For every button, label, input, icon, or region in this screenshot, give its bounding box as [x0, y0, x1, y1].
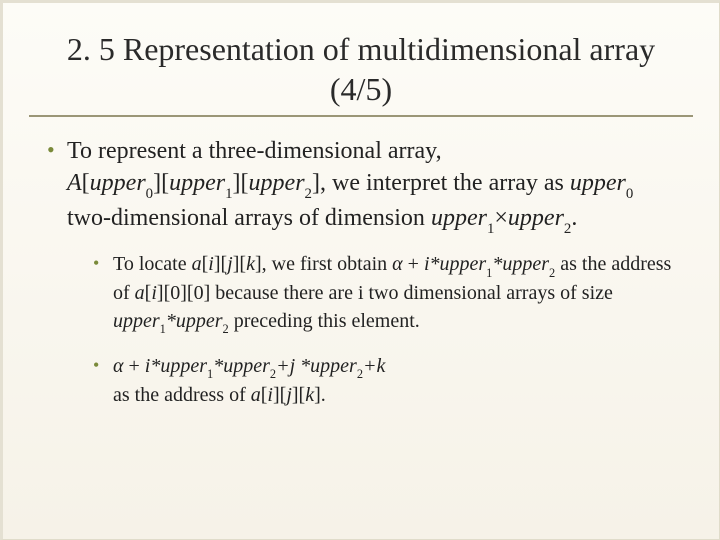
text: , we interpret the array as — [320, 170, 570, 196]
text: To locate — [113, 253, 192, 275]
text: To represent a three-dimensional array, — [67, 138, 442, 164]
star-sign: * — [213, 355, 223, 377]
plus-sign: + — [403, 253, 424, 275]
sub-2: 2 — [223, 322, 229, 336]
rbracket: ] — [180, 282, 187, 304]
sym-upper: upper — [113, 310, 160, 332]
text: , we first obtain — [262, 253, 393, 275]
text: because there are i two dimensional arra… — [210, 282, 613, 304]
sym-upper: upper — [431, 205, 487, 231]
plus-j-star: +j * — [276, 355, 310, 377]
times-sign: × — [494, 205, 508, 231]
star-sign: * — [430, 253, 440, 275]
sub-0: 0 — [626, 186, 633, 202]
sub-2: 2 — [357, 367, 363, 381]
lbracket: [ — [187, 282, 194, 304]
sub-1: 1 — [225, 186, 232, 202]
sym-upper: upper — [508, 205, 564, 231]
sub-1: 1 — [207, 367, 213, 381]
plus-sign: + — [124, 355, 145, 377]
sym-upper: upper — [160, 355, 207, 377]
star-sign: * — [166, 310, 176, 332]
sym-upper: upper — [249, 170, 305, 196]
sub-bullet-list: To locate a[i][j][k], we first obtain α … — [67, 251, 679, 410]
title-line-1: 2. 5 Representation of multidimensional … — [67, 31, 655, 67]
title-line-2: (4/5) — [330, 71, 392, 107]
text: preceding this element. — [229, 310, 420, 332]
sym-A: A — [67, 170, 82, 196]
sub-2: 2 — [549, 266, 555, 280]
sub-0: 0 — [146, 186, 153, 202]
bullet-1: To represent a three-dimensional array, … — [43, 135, 679, 410]
lbracket: [ — [161, 170, 169, 196]
rbracket: ] — [233, 170, 241, 196]
rbracket: ] — [273, 384, 280, 406]
rbracket: ] — [153, 170, 161, 196]
period: . — [321, 384, 326, 406]
lbracket: [ — [241, 170, 249, 196]
rbracket: ] — [312, 170, 320, 196]
rbracket: ] — [255, 253, 262, 275]
sym-alpha: α — [113, 355, 124, 377]
star-sign: * — [492, 253, 502, 275]
slide: 2. 5 Representation of multidimensional … — [0, 0, 720, 540]
sym-upper: upper — [440, 253, 487, 275]
sym-a: a — [192, 253, 202, 275]
sym-upper: upper — [310, 355, 357, 377]
text: two-dimensional arrays of dimension — [67, 205, 431, 231]
sym-k: k — [246, 253, 255, 275]
sym-upper: upper — [502, 253, 549, 275]
rbracket: ] — [314, 384, 321, 406]
slide-body: To represent a three-dimensional array, … — [3, 117, 719, 410]
zero: 0 — [170, 282, 180, 304]
sym-upper: upper — [570, 170, 626, 196]
sub-1: 1 — [487, 221, 494, 237]
period: . — [571, 205, 577, 231]
sym-upper: upper — [223, 355, 270, 377]
sym-upper: upper — [176, 310, 223, 332]
i-star: i* — [145, 355, 161, 377]
rbracket: ] — [157, 282, 164, 304]
rbracket: ] — [292, 384, 299, 406]
sub-1: 1 — [160, 322, 166, 336]
bullet-list: To represent a three-dimensional array, … — [43, 135, 679, 410]
sym-a: a — [135, 282, 145, 304]
sub-2: 2 — [305, 186, 312, 202]
lbracket: [ — [82, 170, 90, 196]
zero: 0 — [194, 282, 204, 304]
sym-k: k — [305, 384, 314, 406]
sub-bullet-2: α + i*upper1*upper2+j *upper2+k as the a… — [93, 353, 679, 410]
sym-alpha: α — [392, 253, 403, 275]
sub-1: 1 — [486, 266, 492, 280]
sub-2: 2 — [270, 367, 276, 381]
sub-bullet-1: To locate a[i][j][k], we first obtain α … — [93, 251, 679, 337]
sub-2: 2 — [564, 221, 571, 237]
sym-upper: upper — [169, 170, 225, 196]
sym-a: a — [251, 384, 261, 406]
text: as the address of — [113, 384, 251, 406]
plus-k: +k — [363, 355, 385, 377]
sym-upper: upper — [90, 170, 146, 196]
slide-title: 2. 5 Representation of multidimensional … — [29, 21, 693, 117]
